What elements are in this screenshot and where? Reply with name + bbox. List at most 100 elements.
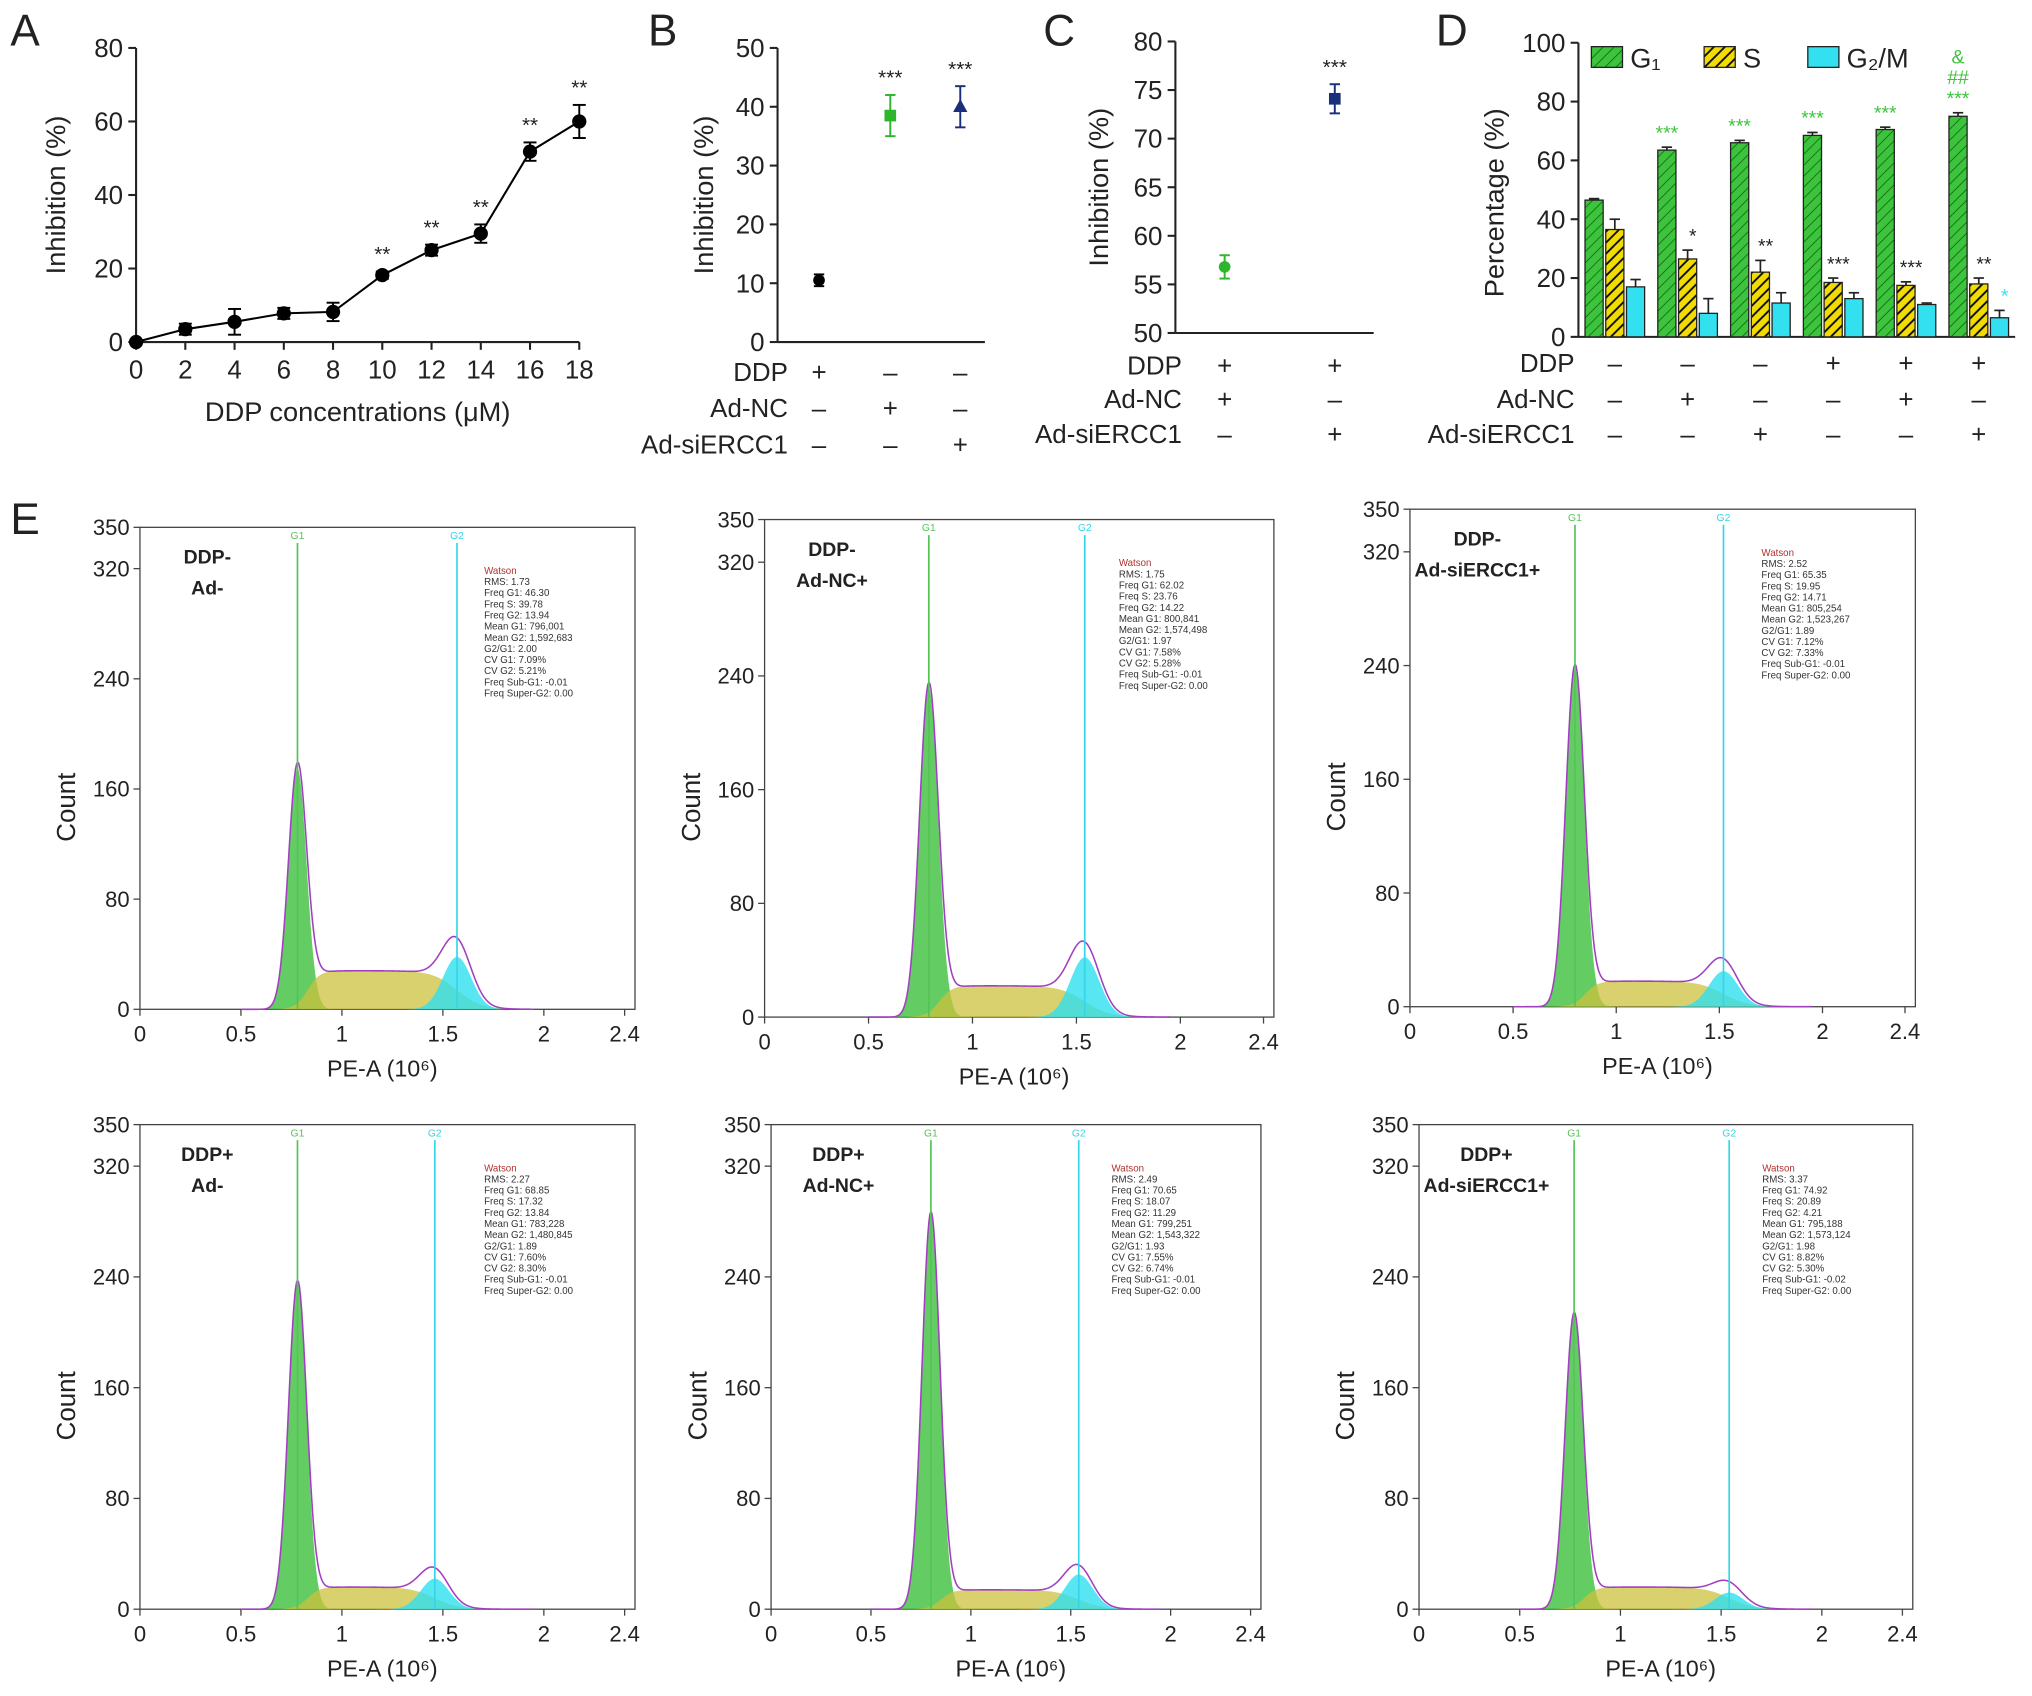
y-tick-label: 240: [93, 667, 130, 692]
sample-label: DDP+: [181, 1144, 233, 1166]
plot-frame: [763, 518, 1275, 1018]
bar: [1698, 312, 1719, 338]
condition-sign: –: [883, 359, 898, 387]
point: [522, 144, 538, 159]
y-tick-label: 350: [724, 1112, 761, 1137]
y-axis-label: Count: [1323, 761, 1351, 831]
x-tick-label: 1.5: [428, 1022, 459, 1047]
y-tick-label: 65: [1134, 174, 1163, 202]
stats-line: Freq Super-G2: 0.00: [1112, 1286, 1202, 1297]
y-tick-label: 320: [1363, 540, 1400, 565]
x-tick-label: 2.4: [609, 1622, 640, 1647]
sample-label: Ad-NC+: [796, 570, 868, 592]
stats-line: CV G2: 5.28%: [1119, 658, 1181, 669]
y-tick-label: 160: [93, 777, 130, 802]
significance: **: [1758, 236, 1774, 258]
y-tick-label: 320: [93, 556, 130, 581]
y-axis-label: Count: [1332, 1370, 1360, 1440]
bar: [1989, 317, 2010, 338]
total-curve: [870, 1209, 1161, 1610]
condition-sign: –: [1608, 386, 1623, 414]
x-tick-label: 0.5: [1504, 1622, 1535, 1647]
condition-sign: –: [1680, 350, 1695, 378]
point: [884, 109, 897, 122]
stats-line: Freq S: 39.78: [484, 599, 543, 610]
sample-label: Ad-NC+: [803, 1175, 875, 1197]
y-tick-label: 50: [1134, 320, 1163, 348]
gate-label: G2: [1072, 1128, 1086, 1139]
stats-line: Mean G1: 783,228: [484, 1219, 564, 1230]
y-tick-label: 20: [94, 256, 123, 284]
stats-line: Freq S: 20.89: [1762, 1197, 1821, 1208]
x-tick-label: 4: [227, 356, 241, 384]
bar: [1844, 297, 1864, 338]
point: [178, 322, 193, 337]
bar: [1823, 281, 1843, 338]
stats-line: Freq G2: 14.71: [1761, 592, 1826, 603]
x-tick-label: 2: [1174, 1029, 1186, 1054]
y-tick-label: 350: [1363, 497, 1400, 522]
total-curve: [240, 761, 534, 1011]
y-tick-label: 0: [742, 1005, 754, 1030]
stats-line: Freq G2: 11.29: [1112, 1208, 1177, 1219]
y-tick-label: 320: [1372, 1154, 1409, 1179]
g2-area: [240, 956, 534, 1010]
g2-area: [1513, 971, 1813, 1007]
x-tick-label: 2: [538, 1022, 550, 1047]
stats-line: Mean G2: 1,573,124: [1762, 1230, 1851, 1241]
y-tick-label: 20: [1537, 265, 1566, 293]
stats-line: RMS: 2.49: [1112, 1174, 1158, 1185]
y-tick-label: 160: [1363, 767, 1400, 792]
x-axis-label: PE-A (10⁶): [955, 1656, 1066, 1682]
stats-line: RMS: 1.73: [484, 577, 530, 588]
stats-line: G2/G1: 1.93: [1112, 1241, 1165, 1252]
x-tick-label: 1.5: [1061, 1029, 1092, 1054]
point: [128, 334, 144, 350]
g1-area: [240, 768, 534, 1010]
x-tick-label: 14: [466, 356, 495, 384]
panel-label: E: [10, 495, 39, 544]
gate-label: G2: [1717, 513, 1731, 524]
stats-line: RMS: 1.75: [1119, 569, 1165, 580]
stats-line: Freq G1: 68.85: [484, 1186, 549, 1197]
total-curve: [1513, 662, 1813, 1008]
condition-sign: –: [812, 431, 827, 459]
g2-area: [870, 1574, 1161, 1610]
stats-line: Freq G2: 14.22: [1119, 603, 1184, 614]
condition-sign: +: [1680, 386, 1695, 414]
condition-sign: –: [812, 395, 827, 423]
panel-label: C: [1043, 6, 1075, 55]
bar: [1625, 286, 1646, 338]
y-tick-label: 160: [1372, 1375, 1409, 1400]
condition-sign: +: [811, 359, 826, 387]
significance: **: [571, 77, 587, 100]
x-axis-label: PE-A (10⁶): [327, 1656, 438, 1682]
y-tick-label: 320: [93, 1154, 130, 1179]
stats-line: Mean G2: 1,523,267: [1761, 615, 1849, 626]
s-area: [1513, 981, 1813, 1007]
stats-line: Freq S: 18.07: [1112, 1197, 1171, 1208]
point: [227, 314, 242, 329]
x-tick-label: 1.5: [1706, 1622, 1737, 1647]
sample-label: DDP+: [812, 1144, 864, 1166]
total-curve: [1519, 1310, 1812, 1610]
condition-name: DDP: [733, 359, 788, 387]
stats-line: Freq S: 23.76: [1119, 592, 1178, 603]
stats-line: Mean G1: 796,001: [484, 622, 564, 633]
x-tick-label: 10: [368, 356, 397, 384]
x-tick-label: 0.5: [1498, 1019, 1529, 1044]
x-tick-label: 1.5: [1055, 1622, 1086, 1647]
y-tick-label: 0: [1396, 1597, 1408, 1622]
condition-name: Ad-siERCC1: [1428, 421, 1575, 449]
sample-label: Ad-siERCC1+: [1414, 560, 1540, 582]
g2-area: [868, 957, 1170, 1018]
y-tick-label: 160: [93, 1375, 130, 1400]
y-tick-label: 80: [1537, 89, 1566, 117]
x-tick-label: 2: [1165, 1622, 1177, 1647]
y-tick-label: 30: [736, 153, 765, 181]
y-tick-label: 240: [1372, 1265, 1409, 1290]
x-tick-label: 12: [417, 356, 446, 384]
plot-frame: [1418, 1123, 1914, 1610]
y-tick-label: 55: [1134, 271, 1163, 299]
legend-label: S: [1743, 42, 1761, 73]
